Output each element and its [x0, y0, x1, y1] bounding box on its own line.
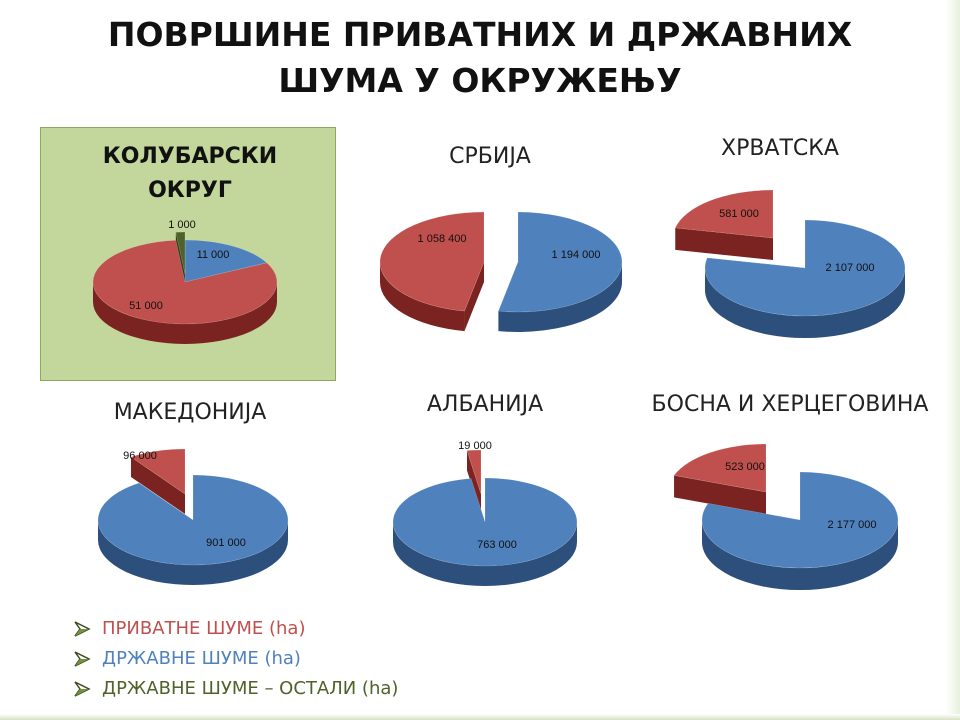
legend-item: ДРЖАВНЕ ШУМЕ – ОСТАЛИ (ha)	[74, 674, 398, 704]
pie-slice-state	[704, 219, 906, 317]
pie-slice-wall	[464, 262, 484, 332]
legend-item: ПРИВАТНЕ ШУМЕ (ha)	[74, 614, 398, 644]
data-label: 51 000	[129, 300, 163, 312]
pie-slice-state	[184, 239, 268, 283]
data-label: 2 107 000	[826, 262, 875, 274]
pie-chart-2: 2 107 000 581 000	[674, 189, 906, 338]
pie-slice-state	[701, 471, 899, 569]
arrow-bullet-icon	[74, 681, 91, 697]
slide-title-line2: ШУМА У ОКРУЖЕЊУ	[278, 61, 682, 100]
pie-slice-side	[702, 520, 898, 590]
data-label: 523 000	[725, 461, 765, 473]
legend: ПРИВАТНЕ ШУМЕ (ha) ДРЖАВНЕ ШУМЕ (ha) ДРЖАВ…	[74, 614, 398, 704]
decorative-bottom-strip	[0, 714, 960, 720]
legend-item: ДРЖАВНЕ ШУМЕ (ha)	[74, 644, 398, 674]
data-label: 11 000	[197, 249, 230, 261]
data-label: 901 000	[206, 537, 246, 549]
pie-slice-side	[380, 262, 465, 332]
pie-chart-0: 11 000 51 000 1 000	[92, 219, 278, 344]
chart-title-kolubara: КОЛУБАРСКИ ОКРУГ	[60, 140, 320, 208]
legend-label: ДРЖАВНЕ ШУМЕ (ha)	[102, 648, 301, 669]
pie-slice-wall	[130, 456, 185, 514]
pie-slice-side	[498, 262, 622, 332]
decorative-side-strip	[946, 0, 960, 720]
chart-title-albania: АЛБАНИЈА	[426, 392, 544, 417]
data-label: 1 000	[168, 219, 196, 231]
data-label: 581 000	[719, 208, 759, 220]
pie-slice-state	[97, 474, 289, 566]
pie-slice-private	[466, 449, 482, 495]
pie-slice-state_other	[175, 231, 186, 275]
arrow-bullet-icon	[74, 651, 91, 667]
chart-title-bih: БОСНА И ХЕРЦЕГОВИНА	[651, 392, 929, 417]
data-label: 96 000	[123, 450, 157, 462]
pie-slice-side	[93, 282, 277, 344]
pie-slice-wall	[467, 450, 481, 514]
pie-slice-state	[498, 211, 623, 313]
data-label: 19 000	[458, 440, 492, 452]
pie-slice-wall	[674, 475, 766, 514]
chart-title-kolubara-line1: КОЛУБАРСКИ	[102, 144, 278, 169]
pie-slice-private	[92, 239, 278, 325]
slide-title-line1: ПОВРШИНЕ ПРИВАТНИХ И ДРЖАВНИХ	[107, 15, 853, 54]
data-label: 2 177 000	[828, 519, 877, 531]
chart-title-macedonia: МАКЕДОНИЈА	[113, 400, 267, 425]
slide-title: ПОВРШИНЕ ПРИВАТНИХ И ДРЖАВНИХ ШУМА У ОКР…	[0, 12, 960, 104]
pie-slice-wall	[675, 227, 773, 260]
data-label: 1 194 000	[552, 249, 601, 261]
chart-title-croatia: ХРВАТСКА	[721, 136, 839, 161]
legend-label: ПРИВАТНЕ ШУМЕ (ha)	[102, 618, 306, 639]
pie-chart-4: 763 000 19 000	[392, 440, 578, 586]
chart-title-serbia: СРБИЈА	[449, 144, 531, 169]
pie-slice-private	[673, 443, 767, 493]
pie-slice-side	[705, 268, 905, 338]
legend-label: ДРЖАВНЕ ШУМЕ – ОСТАЛИ (ha)	[102, 678, 399, 699]
pie-slice-side	[393, 522, 577, 586]
pie-slice-private	[379, 211, 485, 312]
pie-chart-3: 901 000 96 000	[97, 448, 289, 585]
arrow-bullet-icon	[74, 621, 91, 637]
chart-title-kolubara-line2: ОКРУГ	[148, 178, 232, 203]
pie-slice-private	[674, 189, 774, 239]
data-label: 763 000	[477, 539, 517, 551]
pie-slice-state	[392, 477, 578, 567]
pie-chart-5: 2 177 000 523 000	[673, 443, 899, 590]
pie-slice-side	[98, 520, 288, 585]
pie-slice-private	[130, 448, 186, 495]
pie-chart-1: 1 194 000 1 058 400	[379, 211, 623, 332]
data-label: 1 058 400	[418, 233, 467, 245]
